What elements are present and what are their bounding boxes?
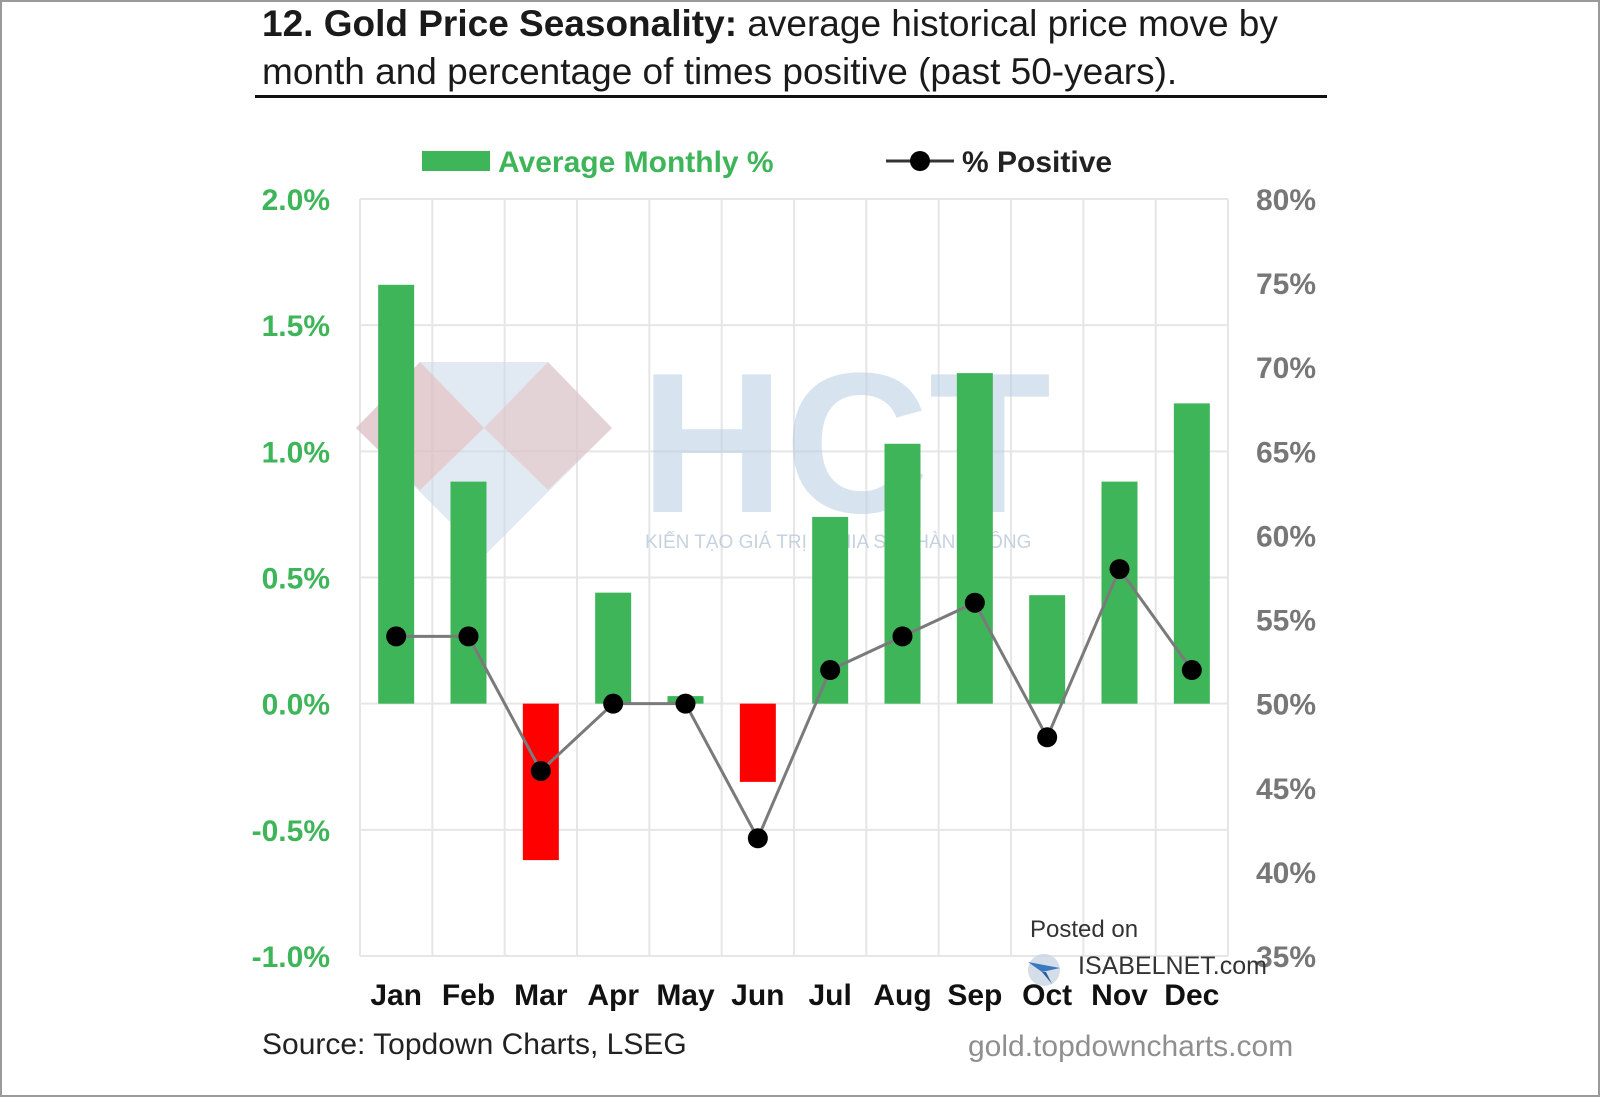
- legend-bar-swatch: [422, 151, 490, 171]
- bar-sep: [956, 373, 993, 704]
- bar-oct: [1029, 595, 1066, 704]
- bar-apr: [595, 592, 632, 704]
- left-axis-tick-label: 1.5%: [262, 310, 330, 343]
- isabelnet-logo-icon: [1028, 954, 1060, 986]
- bar-nov: [1101, 481, 1138, 704]
- percent-positive-point-aug: [892, 626, 913, 647]
- left-axis-tick-label: 0.0%: [262, 689, 330, 722]
- left-axis-tick-label: 1.0%: [262, 436, 330, 469]
- legend-bar-label: Average Monthly %: [498, 146, 774, 179]
- chart-title-bold: 12. Gold Price Seasonality:: [262, 3, 738, 44]
- x-axis-label-may: May: [656, 979, 715, 1012]
- percent-positive-point-feb: [458, 626, 479, 647]
- x-axis-label-nov: Nov: [1091, 979, 1148, 1012]
- percent-positive-point-jul: [820, 660, 841, 681]
- right-axis-tick-label: 75%: [1256, 268, 1316, 301]
- bar-dec: [1173, 403, 1210, 704]
- x-axis-label-dec: Dec: [1164, 979, 1219, 1012]
- right-axis-tick-label: 45%: [1256, 773, 1316, 806]
- bar-jun: [739, 703, 776, 782]
- x-axis-label-jun: Jun: [731, 979, 784, 1012]
- right-axis-tick-label: 40%: [1256, 857, 1316, 890]
- title-rule: [255, 95, 1327, 98]
- right-axis-tick-label: 65%: [1256, 436, 1316, 469]
- left-axis-tick-label: -0.5%: [252, 815, 330, 848]
- bar-aug: [884, 443, 921, 704]
- legend-line-label: % Positive: [962, 146, 1112, 179]
- percent-positive-point-jun: [747, 828, 768, 849]
- right-axis-tick-label: 80%: [1256, 184, 1316, 217]
- isabelnet-watermark: ISABELNET.com: [1078, 952, 1267, 980]
- percent-positive-point-jan: [386, 626, 407, 647]
- left-axis-tick-label: -1.0%: [252, 941, 330, 974]
- left-axis-tick-label: 0.5%: [262, 563, 330, 596]
- site-url: gold.topdowncharts.com: [968, 1030, 1294, 1063]
- percent-positive-point-oct: [1037, 727, 1058, 748]
- right-axis-tick-label: 70%: [1256, 352, 1316, 385]
- right-axis-tick-label: 60%: [1256, 520, 1316, 553]
- x-axis-label-sep: Sep: [947, 979, 1002, 1012]
- percent-positive-point-apr: [603, 693, 624, 714]
- bar-feb: [450, 481, 487, 704]
- x-axis-label-apr: Apr: [587, 979, 639, 1012]
- percent-positive-point-sep: [964, 592, 985, 613]
- percent-positive-point-nov: [1109, 559, 1130, 580]
- legend-line-marker: [910, 151, 930, 171]
- right-axis-tick-label: 35%: [1256, 941, 1316, 974]
- x-axis-label-mar: Mar: [514, 979, 568, 1012]
- chart-title: 12. Gold Price Seasonality: average hist…: [262, 0, 1342, 96]
- chart-title-rest: average historical price move by month a…: [262, 3, 1278, 92]
- percent-positive-point-may: [675, 693, 696, 714]
- hct-logo-facet-icon: [484, 362, 612, 490]
- x-axis-label-jul: Jul: [808, 979, 851, 1012]
- left-axis-tick-label: 2.0%: [262, 184, 330, 217]
- bar-mar: [522, 703, 559, 861]
- percent-positive-point-dec: [1181, 660, 1202, 681]
- right-axis-tick-label: 55%: [1256, 605, 1316, 638]
- percent-positive-line: [396, 566, 1194, 842]
- posted-on-watermark: Posted on: [1030, 916, 1139, 943]
- x-axis-label-feb: Feb: [442, 979, 495, 1012]
- percent-positive-point-mar: [530, 760, 551, 781]
- x-axis-label-jan: Jan: [370, 979, 422, 1012]
- right-axis-tick-label: 50%: [1256, 689, 1316, 722]
- x-axis-label-aug: Aug: [873, 979, 931, 1012]
- source-note: Source: Topdown Charts, LSEG: [262, 1028, 687, 1061]
